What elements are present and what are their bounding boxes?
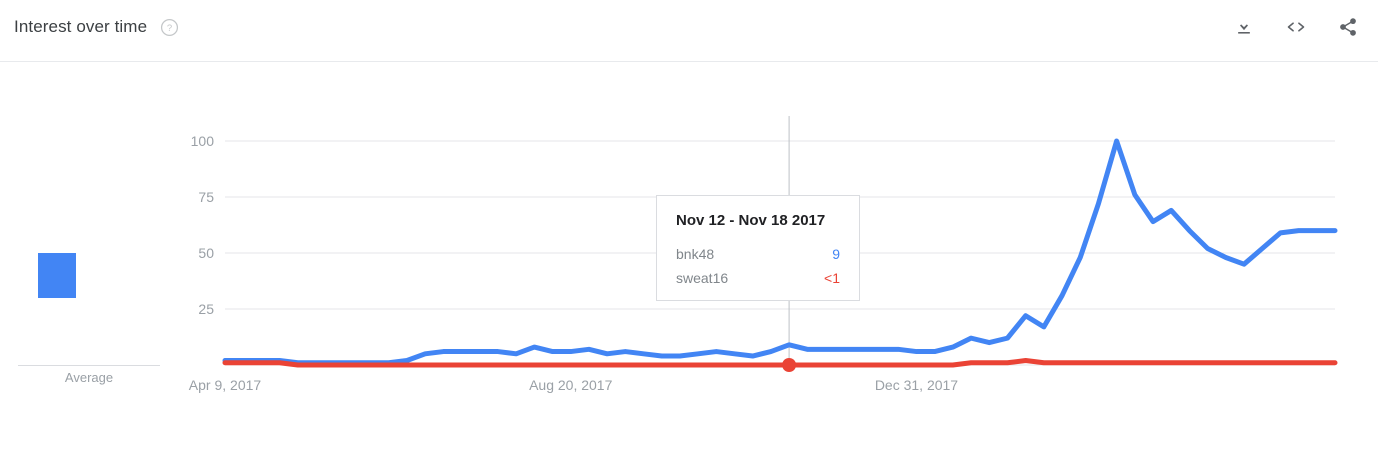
average-baseline	[18, 365, 160, 366]
y-axis-tick-label: 75	[198, 189, 214, 205]
download-button[interactable]	[1232, 16, 1256, 40]
average-label: Average	[64, 370, 114, 385]
tooltip-value: 9	[832, 246, 840, 262]
time-series-plot[interactable]: 25 50 75 100 Apr 9, 2017 Aug 20, 2017 Dec 31, …	[178, 62, 1378, 459]
tooltip-title: Nov 12 - Nov 18 2017	[676, 212, 826, 229]
x-axis-tick-label: Apr 9, 2017	[189, 377, 262, 393]
page-title: Interest over time	[14, 17, 148, 36]
series-line-bnk48	[222, 138, 1338, 366]
average-block: Average	[0, 62, 178, 392]
share-button[interactable]	[1336, 16, 1360, 40]
series-line-sweat16	[222, 358, 1338, 368]
embed-code-icon	[1285, 17, 1307, 40]
download-icon	[1234, 17, 1254, 40]
hover-point-marker	[782, 358, 797, 372]
share-icon	[1338, 17, 1358, 40]
interest-over-time-chart[interactable]: 25 50 75 100 Apr 9, 2017 Aug 20, 2017 Dec 31, …	[178, 62, 1378, 459]
header-actions	[1232, 16, 1360, 40]
chart-body: Average 25 50 75 100 Apr 9, 2017 Aug 20, 2017…	[0, 62, 1378, 459]
embed-button[interactable]	[1284, 16, 1308, 40]
tooltip-term: sweat16	[676, 270, 729, 286]
average-bar[interactable]	[38, 253, 76, 298]
hover-tooltip: Nov 12 - Nov 18 2017 bnk48 9 sweat16 <1	[656, 195, 860, 301]
header-left-group: Interest over time ?	[14, 17, 179, 37]
help-circle-icon[interactable]: ?	[160, 18, 179, 37]
tooltip-term: bnk48	[676, 246, 715, 262]
tooltip-row: bnk48 9	[676, 246, 840, 262]
x-axis-tick-label: Dec 31, 2017	[875, 377, 958, 393]
svg-text:?: ?	[167, 23, 172, 34]
panel-header: Interest over time ?	[0, 0, 1378, 62]
tooltip-value: <1	[824, 270, 840, 286]
y-axis-tick-label: 25	[198, 301, 214, 317]
tooltip-row: sweat16 <1	[676, 270, 840, 286]
x-axis-tick-label: Aug 20, 2017	[529, 377, 613, 393]
y-axis-tick-label: 100	[191, 133, 215, 149]
y-axis-tick-label: 50	[198, 245, 214, 261]
